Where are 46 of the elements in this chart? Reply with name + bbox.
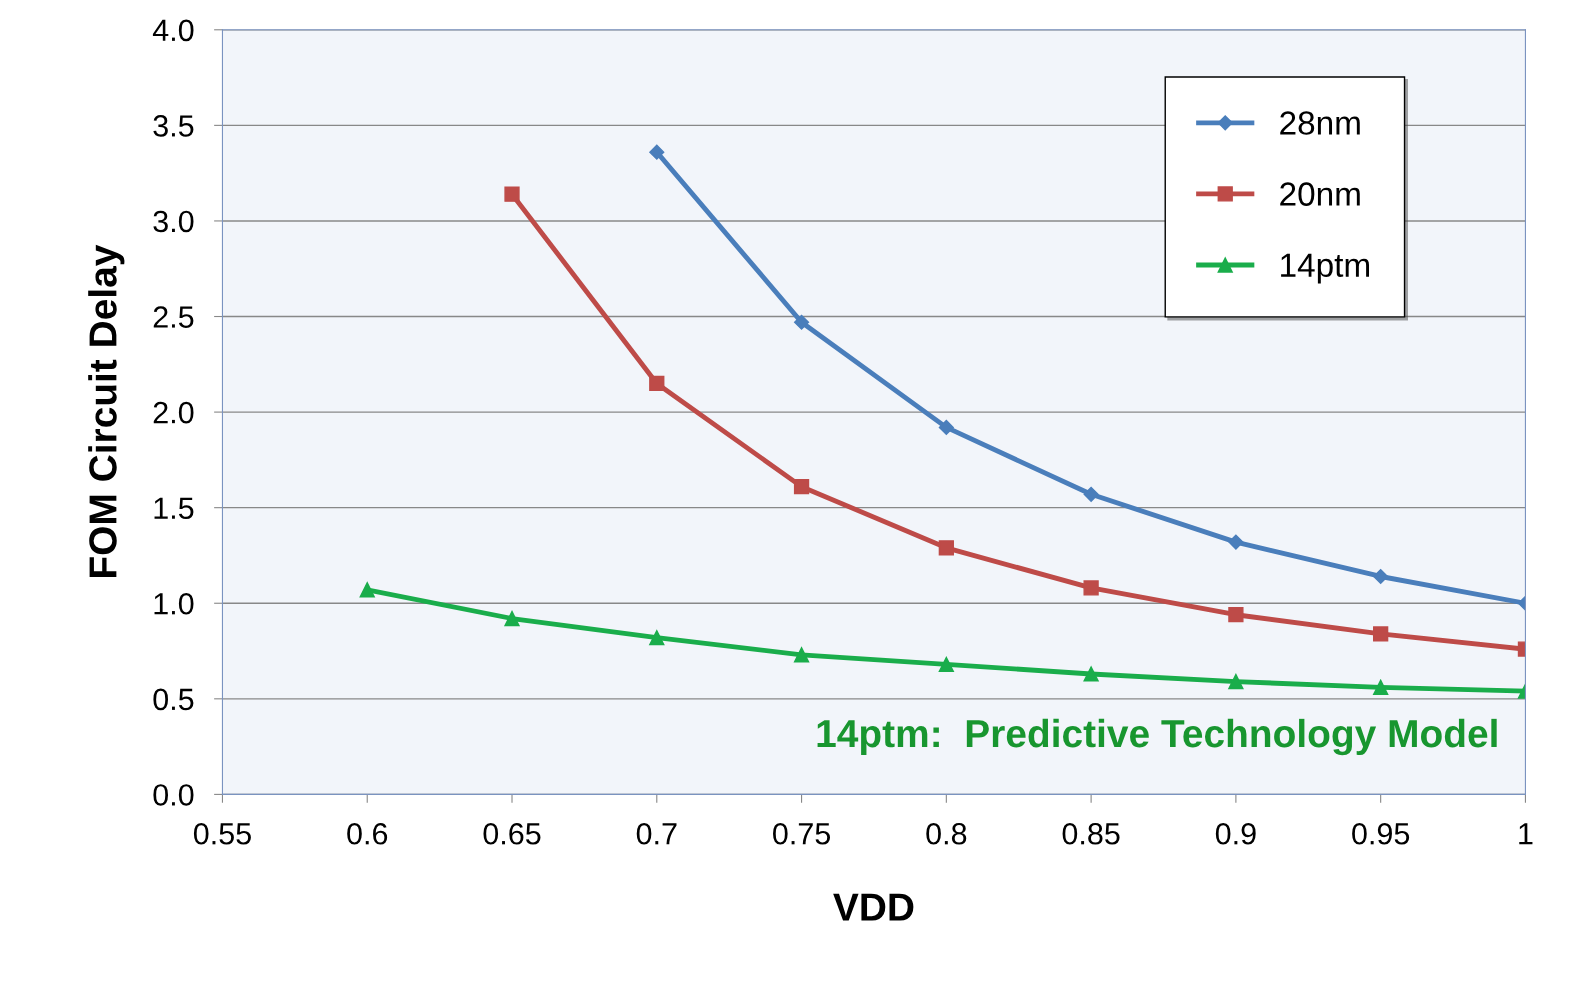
point xyxy=(1228,673,1244,690)
point xyxy=(1083,580,1099,596)
annotation: 14ptm: Predictive Technology Model xyxy=(817,718,1497,756)
x-tick-label: 0.8 xyxy=(926,822,967,845)
point xyxy=(938,419,954,435)
y-tick-label: 0.0 xyxy=(153,784,194,806)
legend-label: 28nm xyxy=(1280,111,1360,135)
x-tick-label: 0.6 xyxy=(347,822,388,845)
point xyxy=(793,647,810,663)
y-tick-label: 2.0 xyxy=(153,401,194,424)
y-tick-label: 4.0 xyxy=(152,19,194,42)
x-tick-label: 0.7 xyxy=(636,822,677,845)
y-tick-label: 2.5 xyxy=(153,306,194,328)
point xyxy=(1373,626,1389,642)
x-tick-label: 0.55 xyxy=(193,822,251,845)
point xyxy=(1228,607,1244,623)
legend-label: 14ptm xyxy=(1281,253,1370,284)
point xyxy=(793,314,810,330)
point xyxy=(1228,534,1244,550)
legend-label: 20nm xyxy=(1280,182,1360,206)
point xyxy=(359,582,375,598)
x-tick-label: 0.9 xyxy=(1215,822,1256,845)
x-tick-label: 0.95 xyxy=(1352,822,1410,845)
y-tick-label: 3.5 xyxy=(153,115,194,137)
y-tick-label: 1.5 xyxy=(154,497,194,520)
point xyxy=(649,375,665,392)
point xyxy=(1083,486,1099,502)
point xyxy=(649,630,665,646)
x-tick-label: 0.75 xyxy=(773,822,831,845)
y-tick-label: 0.5 xyxy=(153,688,194,711)
y-tick-label: 3.0 xyxy=(153,210,194,233)
point xyxy=(793,479,810,495)
point xyxy=(1083,666,1099,682)
x-tick-label: 0.65 xyxy=(483,822,541,845)
point xyxy=(504,186,520,202)
point xyxy=(649,144,665,160)
x-tick-label: 1 xyxy=(1519,823,1533,845)
x-tick-label: 0.85 xyxy=(1062,822,1120,845)
point xyxy=(1373,568,1389,585)
y-tick-label: 1.0 xyxy=(154,592,194,615)
point xyxy=(1373,679,1389,695)
y-axis-title: FOM Circuit Delay xyxy=(88,244,125,577)
point xyxy=(504,610,520,627)
x-axis-title: VDD xyxy=(833,893,914,921)
point xyxy=(938,540,954,556)
point xyxy=(938,656,954,673)
